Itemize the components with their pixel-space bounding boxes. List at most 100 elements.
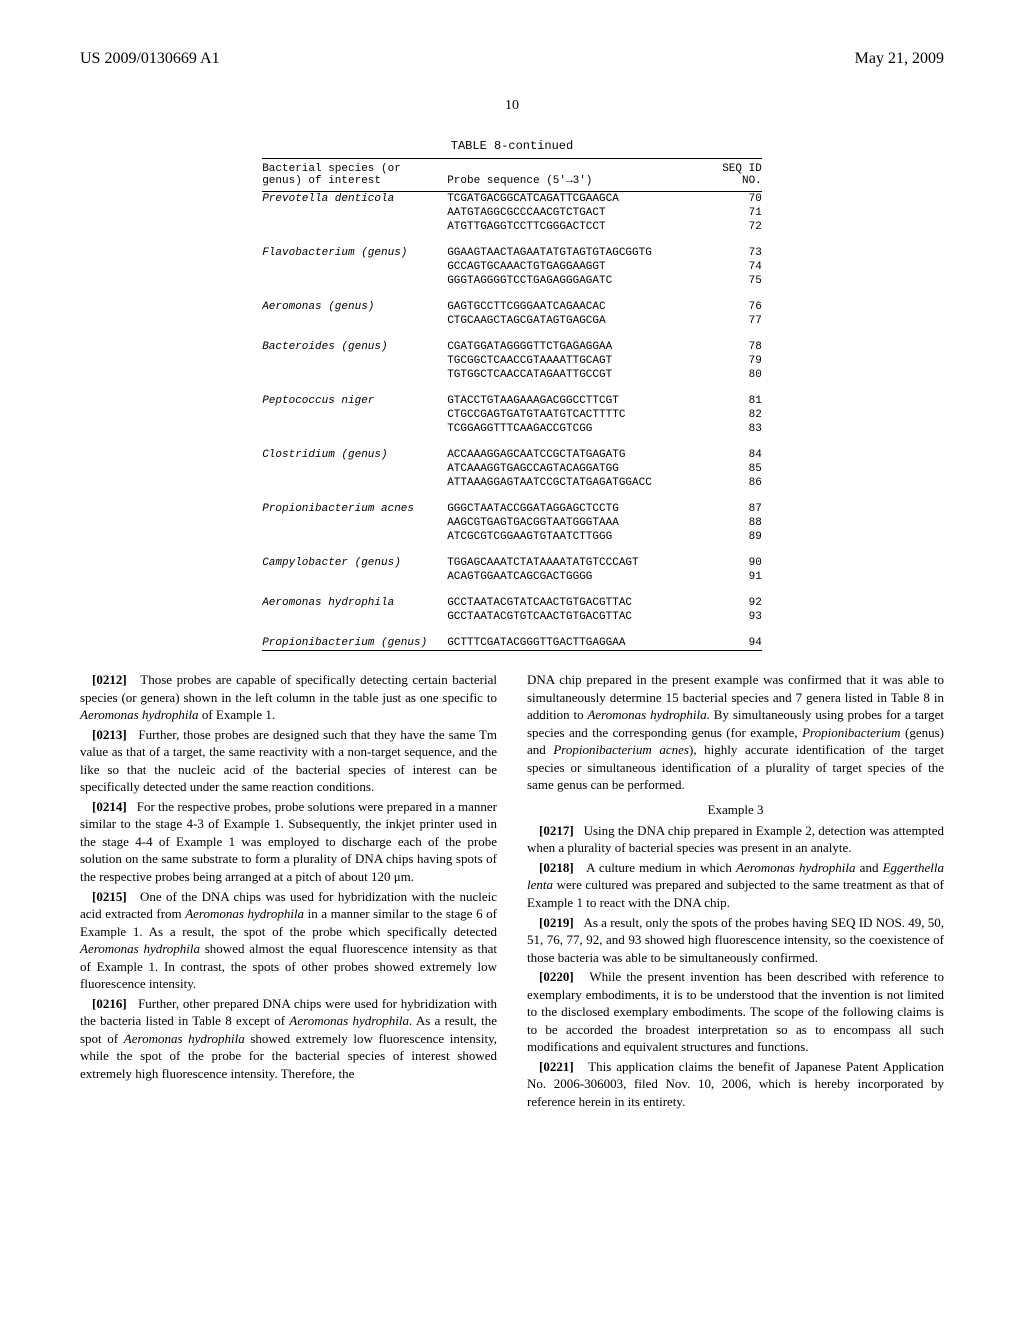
- para-0220: [0220] While the present invention has b…: [527, 968, 944, 1056]
- probe-table: Bacterial species (or genus) of interest…: [262, 158, 762, 651]
- para-0219: [0219] As a result, only the spots of th…: [527, 914, 944, 967]
- seqid-cell: 94: [722, 636, 762, 651]
- table-title: TABLE 8-continued: [80, 139, 944, 153]
- sequence-cell: GTACCTGTAAGAAAGACGGCCTTCGT: [447, 394, 722, 408]
- seqid-cell: 93: [722, 610, 762, 624]
- table-row: Prevotella denticolaTCGATGACGGCATCAGATTC…: [262, 192, 762, 207]
- species-cell: [262, 408, 447, 422]
- table-row: Flavobacterium (genus)GGAAGTAACTAGAATATG…: [262, 246, 762, 260]
- species-cell: [262, 206, 447, 220]
- table-row: ATGTTGAGGTCCTTCGGGACTCCT72: [262, 220, 762, 234]
- table-row: AAGCGTGAGTGACGGTAATGGGTAAA88: [262, 516, 762, 530]
- sequence-cell: GGAAGTAACTAGAATATGTAGTGTAGCGGTG: [447, 246, 722, 260]
- sequence-cell: TGTGGCTCAACCATAGAATTGCCGT: [447, 368, 722, 382]
- seqid-cell: 71: [722, 206, 762, 220]
- para-0213: [0213] Further, those probes are designe…: [80, 726, 497, 796]
- species-cell: [262, 422, 447, 436]
- table-row: ACAGTGGAATCAGCGACTGGGG91: [262, 570, 762, 584]
- seqid-cell: 91: [722, 570, 762, 584]
- seqid-cell: 81: [722, 394, 762, 408]
- sequence-cell: TCGGAGGTTTCAAGACCGTCGG: [447, 422, 722, 436]
- seqid-cell: 74: [722, 260, 762, 274]
- species-cell: Clostridium (genus): [262, 448, 447, 462]
- sequence-cell: TGCGGCTCAACCGTAAAATTGCAGT: [447, 354, 722, 368]
- table-row: ATCAAAGGTGAGCCAGTACAGGATGG85: [262, 462, 762, 476]
- table-row: Peptococcus nigerGTACCTGTAAGAAAGACGGCCTT…: [262, 394, 762, 408]
- seqid-cell: 85: [722, 462, 762, 476]
- para-carryover: DNA chip prepared in the present example…: [527, 671, 944, 794]
- seqid-cell: 86: [722, 476, 762, 490]
- table-row: Clostridium (genus)ACCAAAGGAGCAATCCGCTAT…: [262, 448, 762, 462]
- seqid-cell: 83: [722, 422, 762, 436]
- seqid-cell: 87: [722, 502, 762, 516]
- species-cell: Bacteroides (genus): [262, 340, 447, 354]
- species-cell: [262, 570, 447, 584]
- seqid-cell: 79: [722, 354, 762, 368]
- species-cell: [262, 516, 447, 530]
- right-column: DNA chip prepared in the present example…: [527, 671, 944, 1113]
- species-cell: [262, 476, 447, 490]
- para-0212: [0212] Those probes are capable of speci…: [80, 671, 497, 724]
- sequence-cell: ATGTTGAGGTCCTTCGGGACTCCT: [447, 220, 722, 234]
- para-0214: [0214] For the respective probes, probe …: [80, 798, 497, 886]
- left-column: [0212] Those probes are capable of speci…: [80, 671, 497, 1113]
- page-header: US 2009/0130669 A1 May 21, 2009: [80, 50, 944, 68]
- sequence-cell: GCCTAATACGTATCAACTGTGACGTTAC: [447, 596, 722, 610]
- sequence-cell: GCTTTCGATACGGGTTGACTTGAGGAA: [447, 636, 722, 651]
- species-cell: [262, 260, 447, 274]
- seqid-cell: 73: [722, 246, 762, 260]
- sequence-cell: ATTAAAGGAGTAATCCGCTATGAGATGGACC: [447, 476, 722, 490]
- sequence-cell: ATCGCGTCGGAAGTGTAATCTTGGG: [447, 530, 722, 544]
- seqid-cell: 82: [722, 408, 762, 422]
- doc-number: US 2009/0130669 A1: [80, 50, 220, 68]
- species-cell: Propionibacterium acnes: [262, 502, 447, 516]
- th-seqid: SEQ ID NO.: [722, 159, 762, 192]
- table-row: Propionibacterium (genus)GCTTTCGATACGGGT…: [262, 636, 762, 651]
- seqid-cell: 89: [722, 530, 762, 544]
- table-row: GGGTAGGGGTCCTGAGAGGGAGATC75: [262, 274, 762, 288]
- table-row: TCGGAGGTTTCAAGACCGTCGG83: [262, 422, 762, 436]
- species-cell: [262, 530, 447, 544]
- table-row: ATTAAAGGAGTAATCCGCTATGAGATGGACC86: [262, 476, 762, 490]
- species-cell: Flavobacterium (genus): [262, 246, 447, 260]
- species-cell: [262, 274, 447, 288]
- table-row: CTGCAAGCTAGCGATAGTGAGCGA77: [262, 314, 762, 328]
- body-columns: [0212] Those probes are capable of speci…: [80, 671, 944, 1113]
- sequence-cell: AATGTAGGCGCCCAACGTCTGACT: [447, 206, 722, 220]
- table-row: AATGTAGGCGCCCAACGTCTGACT71: [262, 206, 762, 220]
- table-row: GCCTAATACGTGTCAACTGTGACGTTAC93: [262, 610, 762, 624]
- seqid-cell: 80: [722, 368, 762, 382]
- sequence-cell: TGGAGCAAATCTATAAAATATGTCCCAGT: [447, 556, 722, 570]
- species-cell: [262, 314, 447, 328]
- species-cell: Campylobacter (genus): [262, 556, 447, 570]
- seqid-cell: 90: [722, 556, 762, 570]
- doc-date: May 21, 2009: [855, 50, 944, 68]
- seqid-cell: 76: [722, 300, 762, 314]
- seqid-cell: 70: [722, 192, 762, 207]
- sequence-cell: GCCAGTGCAAACTGTGAGGAAGGT: [447, 260, 722, 274]
- species-cell: Propionibacterium (genus): [262, 636, 447, 651]
- species-cell: [262, 368, 447, 382]
- sequence-cell: GGGTAGGGGTCCTGAGAGGGAGATC: [447, 274, 722, 288]
- seqid-cell: 78: [722, 340, 762, 354]
- sequence-cell: GCCTAATACGTGTCAACTGTGACGTTAC: [447, 610, 722, 624]
- table-row: Bacteroides (genus)CGATGGATAGGGGTTCTGAGA…: [262, 340, 762, 354]
- para-0216: [0216] Further, other prepared DNA chips…: [80, 995, 497, 1083]
- th-probe: Probe sequence (5'→3'): [447, 159, 722, 192]
- sequence-cell: CTGCCGAGTGATGTAATGTCACTTTTC: [447, 408, 722, 422]
- sequence-cell: CTGCAAGCTAGCGATAGTGAGCGA: [447, 314, 722, 328]
- species-cell: [262, 220, 447, 234]
- sequence-cell: CGATGGATAGGGGTTCTGAGAGGAA: [447, 340, 722, 354]
- example-3-title: Example 3: [527, 802, 944, 818]
- sequence-cell: GAGTGCCTTCGGGAATCAGAACAC: [447, 300, 722, 314]
- species-cell: Aeromonas hydrophila: [262, 596, 447, 610]
- species-cell: [262, 354, 447, 368]
- th-species: Bacterial species (or genus) of interest: [262, 159, 447, 192]
- species-cell: Peptococcus niger: [262, 394, 447, 408]
- table-row: CTGCCGAGTGATGTAATGTCACTTTTC82: [262, 408, 762, 422]
- sequence-cell: ACAGTGGAATCAGCGACTGGGG: [447, 570, 722, 584]
- seqid-cell: 72: [722, 220, 762, 234]
- seqid-cell: 77: [722, 314, 762, 328]
- table-row: TGTGGCTCAACCATAGAATTGCCGT80: [262, 368, 762, 382]
- species-cell: Aeromonas (genus): [262, 300, 447, 314]
